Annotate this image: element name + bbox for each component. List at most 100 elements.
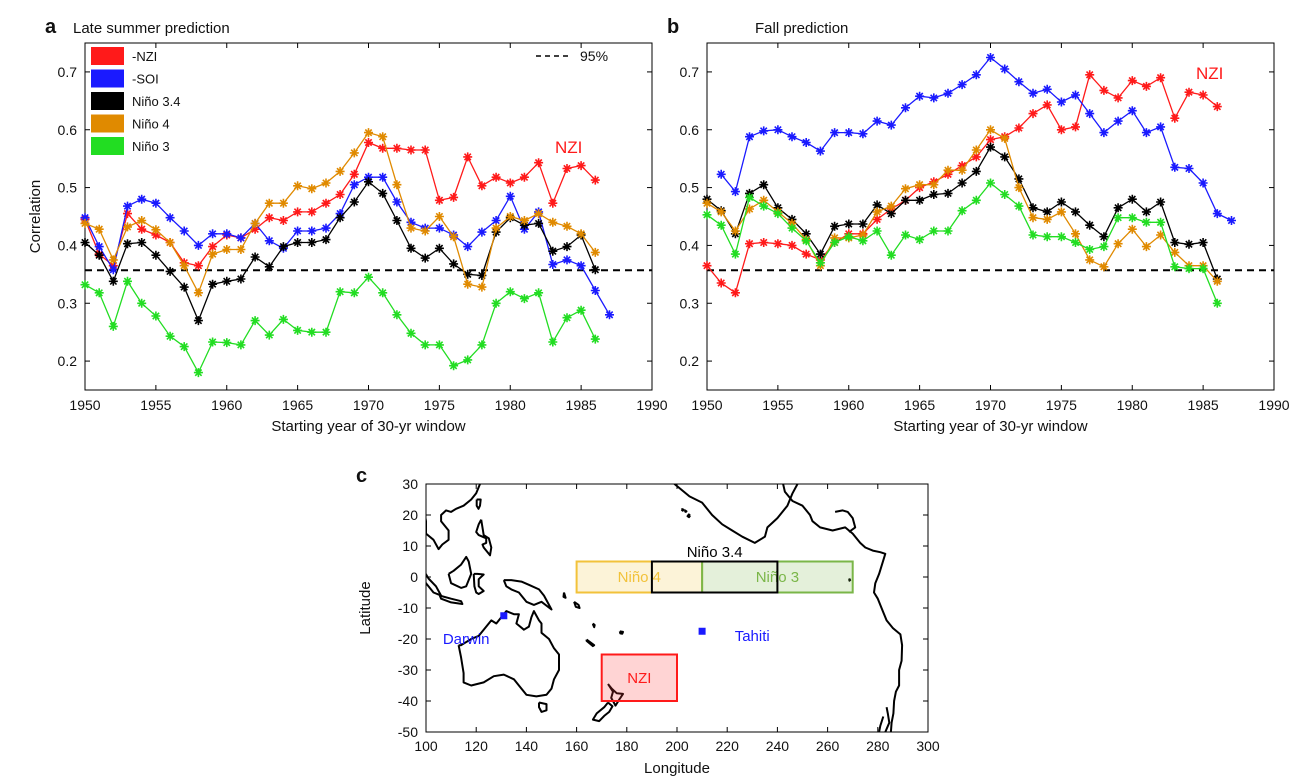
data-point xyxy=(491,223,501,233)
data-point xyxy=(1085,255,1095,265)
x-tick-label: 240 xyxy=(766,738,790,754)
y-tick-label: -20 xyxy=(398,631,418,647)
coastline xyxy=(538,701,548,713)
data-point xyxy=(505,191,515,201)
data-point xyxy=(1156,217,1166,227)
data-point xyxy=(1212,276,1222,286)
y-tick-label: 0.6 xyxy=(58,122,78,138)
data-point xyxy=(94,242,104,252)
data-point xyxy=(420,226,430,236)
data-point xyxy=(1056,97,1066,107)
data-point xyxy=(94,224,104,234)
data-point xyxy=(264,213,274,223)
data-point xyxy=(1071,122,1080,132)
data-point xyxy=(278,198,288,208)
x-tick-label: 120 xyxy=(465,738,489,754)
data-point xyxy=(787,223,797,233)
coastline xyxy=(472,572,485,595)
data-point xyxy=(1198,238,1208,247)
region-box-nino-3-4 xyxy=(650,560,779,594)
data-point xyxy=(1227,216,1236,225)
data-point xyxy=(519,172,529,182)
x-tick-label: 1990 xyxy=(1258,397,1289,413)
data-point xyxy=(929,226,939,236)
data-point xyxy=(1156,197,1166,207)
y-tick-label: 0 xyxy=(410,569,418,585)
coastline xyxy=(591,701,614,723)
data-point xyxy=(1000,64,1010,74)
data-point xyxy=(193,288,203,298)
data-point xyxy=(193,261,203,271)
data-point xyxy=(80,238,90,247)
data-point xyxy=(1156,73,1166,83)
data-point xyxy=(1014,77,1024,87)
coastline xyxy=(475,519,493,557)
data-point xyxy=(1056,232,1066,242)
data-point xyxy=(250,218,260,228)
data-point xyxy=(1099,232,1109,242)
x-tick-label: 260 xyxy=(816,738,840,754)
x-tick-label: 1980 xyxy=(495,397,526,413)
data-point xyxy=(1170,247,1180,257)
data-point xyxy=(957,206,967,216)
y-tick-label: 0.7 xyxy=(680,64,700,80)
x-axis-label: Longitude xyxy=(644,760,710,777)
data-point xyxy=(193,368,203,378)
data-point xyxy=(378,188,388,198)
data-point xyxy=(278,242,288,252)
data-point xyxy=(830,128,840,138)
data-point xyxy=(1127,76,1137,86)
y-tick-label: 30 xyxy=(402,476,418,492)
data-point xyxy=(123,222,132,232)
x-tick-label: 100 xyxy=(414,738,438,754)
data-point xyxy=(886,201,896,211)
legend-swatch-nino-3 xyxy=(91,137,124,155)
x-tick-label: 1980 xyxy=(1117,397,1148,413)
data-point xyxy=(815,146,825,156)
data-point xyxy=(901,184,910,194)
coastline xyxy=(686,513,691,519)
panel-title: Fall prediction xyxy=(755,20,848,37)
data-point xyxy=(449,192,459,202)
data-point xyxy=(1113,116,1123,126)
data-point xyxy=(787,132,797,142)
x-tick-label: 220 xyxy=(716,738,740,754)
x-tick-label: 1955 xyxy=(140,397,171,413)
x-axis-label: Starting year of 30-yr window xyxy=(271,418,465,435)
data-point xyxy=(278,314,288,324)
data-point xyxy=(1198,178,1208,188)
data-point xyxy=(1198,90,1208,100)
data-point xyxy=(420,145,430,155)
data-point xyxy=(716,207,726,217)
data-point xyxy=(716,220,726,230)
data-point xyxy=(787,240,797,250)
station-label-darwin: Darwin xyxy=(443,631,490,648)
data-point xyxy=(505,287,515,297)
series-line xyxy=(84,176,611,316)
data-point xyxy=(378,288,388,298)
x-tick-label: 1950 xyxy=(691,397,722,413)
data-point xyxy=(1071,238,1080,247)
data-point xyxy=(434,212,444,221)
data-point xyxy=(943,226,953,236)
coastline xyxy=(884,707,891,732)
data-point xyxy=(293,325,303,335)
data-point xyxy=(236,245,246,254)
coastline xyxy=(457,610,560,698)
data-point xyxy=(886,250,896,260)
y-tick-label: 0.5 xyxy=(680,180,700,196)
data-point xyxy=(986,178,995,188)
data-point xyxy=(264,330,274,340)
data-point xyxy=(830,221,840,231)
coastline xyxy=(848,577,852,582)
x-tick-label: 280 xyxy=(866,738,890,754)
data-point xyxy=(250,252,260,262)
data-point xyxy=(844,128,854,138)
data-point xyxy=(957,165,967,175)
data-point xyxy=(759,126,769,136)
data-point xyxy=(562,255,572,265)
data-point xyxy=(293,238,303,247)
data-point xyxy=(293,226,303,236)
data-point xyxy=(208,279,218,289)
data-point xyxy=(534,158,544,168)
